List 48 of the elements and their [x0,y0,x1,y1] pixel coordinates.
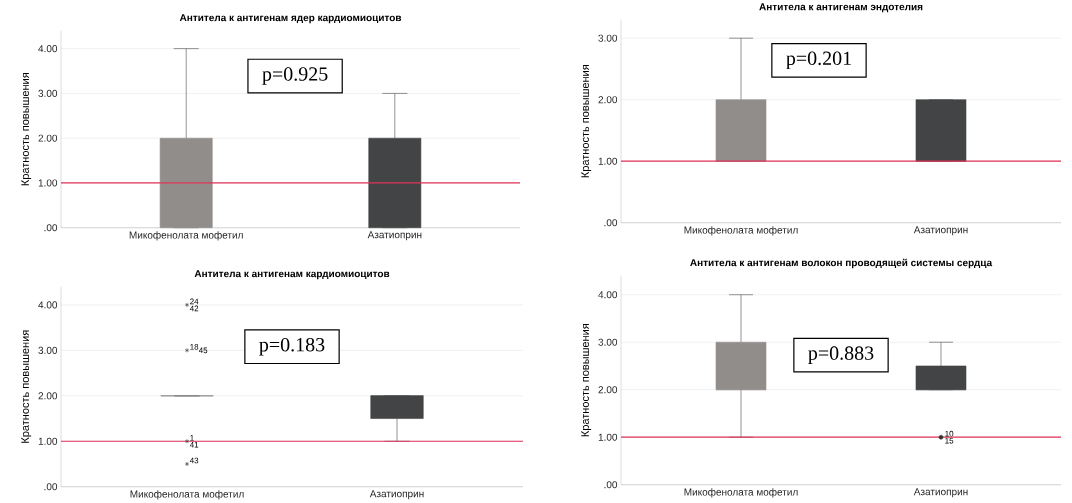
annotation: 1 [190,435,194,441]
y-axis-title: Кратность повышения [581,324,592,437]
y-tick-label: 3.00 [598,338,618,346]
annotation: p=0.201 [786,51,851,70]
annotation: 45 [198,347,208,354]
annotation: p=0.883 [808,346,874,364]
x-tick-label: Азатиоприн [913,488,968,498]
x-tick-label: Микофенолата мофетил [684,488,798,498]
y-tick-label: 3.00 [38,89,58,97]
y-axis-title: Кратность повышения [21,330,32,443]
chart-title: Антитела к антигенам эндотелия [759,3,923,13]
x-tick-label: Азатиоприн [367,231,422,241]
y-tick-label: 2.00 [38,392,58,400]
annotation: 24 [190,298,199,305]
chart-title: Антитела к антигенам ядер кардиомиоцитов [179,14,402,24]
chart-title: Антитела к антигенам волокон проводящей системы сердца [690,258,993,269]
y-tick-label: 1.00 [598,157,618,165]
y-tick-label: 3.00 [598,34,618,42]
x-tick-label: Азатиоприн [913,226,968,236]
y-tick-label: 2.00 [598,386,618,394]
annotation: 41 [189,442,199,448]
y-tick-label: 2.00 [38,134,58,142]
y-axis-title: Кратность повышения [581,65,592,178]
x-tick-label: Микофенолата мофетил [130,490,244,500]
y-tick-label: 4.00 [38,45,58,53]
x-tick-label: Азатиоприн [369,490,424,500]
annotation: 18 [190,344,199,350]
annotation: 42 [189,305,199,312]
y-tick-label: .00 [604,219,618,227]
annotation: p=0.925 [262,67,328,85]
annotation: 15 [945,437,954,444]
y-tick-label: .00 [44,483,58,491]
y-tick-label: 1.00 [598,433,618,441]
y-tick-label: 1.00 [38,437,58,445]
x-tick-label: Микофенолата мофетил [684,226,798,236]
y-tick-label: 1.00 [38,179,58,187]
x-tick-label: Микофенолата мофетил [129,231,243,241]
y-tick-label: 4.00 [38,301,58,309]
y-tick-label: 2.00 [598,96,618,104]
y-tick-label: .00 [604,481,618,489]
annotation: p=0.183 [259,337,325,356]
y-tick-label: 4.00 [598,291,618,299]
annotation: 43 [189,457,199,464]
chart-title: Антитела к антигенам кардиомиоцитов [194,270,390,280]
annotation: 10 [945,430,954,437]
y-tick-label: 3.00 [38,346,58,354]
y-tick-label: .00 [44,224,58,232]
y-axis-title: Кратность повышения [21,73,32,186]
